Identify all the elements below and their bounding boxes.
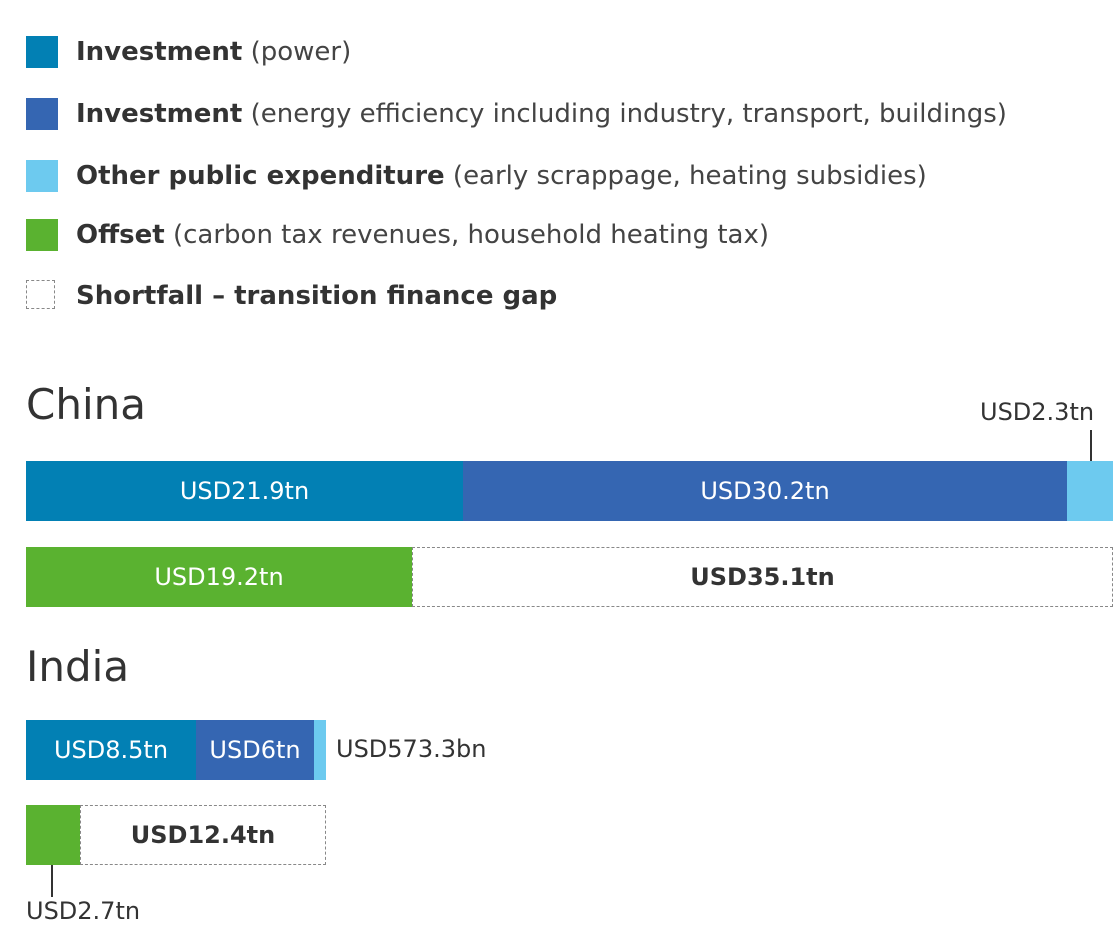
legend-swatch-offset	[26, 219, 58, 251]
country-title-china: China	[26, 380, 146, 429]
bar-china-other	[1067, 461, 1113, 521]
legend-label: Investment	[76, 37, 243, 67]
legend-swatch-shortfall	[26, 280, 55, 309]
legend-sub: (early scrappage, heating subsidies)	[452, 161, 927, 191]
legend-swatch-other	[26, 160, 58, 192]
bar-china-offset: USD19.2tn	[26, 547, 412, 607]
legend-swatch-power	[26, 36, 58, 68]
label-china-other: USD2.3tn	[980, 398, 1095, 426]
bar-china-efficiency: USD30.2tn	[463, 461, 1067, 521]
label-india-other: USD573.3bn	[336, 735, 487, 763]
bar-india-shortfall: USD12.4tn	[80, 805, 326, 865]
legend-sub: (power)	[250, 37, 352, 67]
legend-sub: (carbon tax revenues, household heating …	[172, 220, 770, 250]
bar-india-efficiency: USD6tn	[196, 720, 314, 780]
bar-india-offset	[26, 805, 80, 865]
legend-label: Offset	[76, 220, 165, 250]
bar-china-shortfall: USD35.1tn	[412, 547, 1113, 607]
bar-china-power: USD21.9tn	[26, 461, 463, 521]
country-title-india: India	[26, 642, 130, 691]
legend-label: Other public expenditure	[76, 161, 445, 191]
bar-india-power: USD8.5tn	[26, 720, 196, 780]
legend-label: Investment	[76, 99, 243, 129]
leader-line-china-other	[1090, 430, 1092, 461]
label-india-offset: USD2.7tn	[26, 897, 141, 925]
bar-india-other	[314, 720, 326, 780]
leader-line-india-offset	[51, 865, 53, 897]
legend-swatch-efficiency	[26, 98, 58, 130]
legend-sub: (energy efficiency including industry, t…	[250, 99, 1007, 129]
legend-label: Shortfall – transition finance gap	[76, 281, 558, 311]
